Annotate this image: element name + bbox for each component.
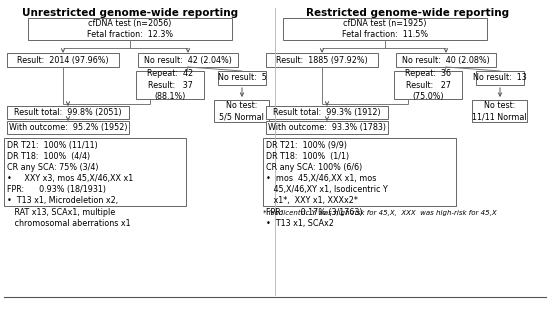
Text: cfDNA test (n=2056)
Fetal fraction:  12.3%: cfDNA test (n=2056) Fetal fraction: 12.3… xyxy=(87,19,173,39)
Text: No test:
11/11 Normal: No test: 11/11 Normal xyxy=(472,101,527,121)
Text: With outcome:  95.2% (1952): With outcome: 95.2% (1952) xyxy=(9,123,127,132)
Text: Result:  1885 (97.92%): Result: 1885 (97.92%) xyxy=(276,56,368,65)
Text: Result:  2014 (97.96%): Result: 2014 (97.96%) xyxy=(17,56,109,65)
Bar xyxy=(214,100,269,122)
Bar xyxy=(396,53,496,67)
Bar xyxy=(266,106,388,119)
Bar xyxy=(7,53,119,67)
Text: No result:  5: No result: 5 xyxy=(218,74,266,83)
Text: No result:  42 (2.04%): No result: 42 (2.04%) xyxy=(144,56,232,65)
Text: Result total:  99.8% (2051): Result total: 99.8% (2051) xyxy=(14,108,122,117)
Text: With outcome:  93.3% (1783): With outcome: 93.3% (1783) xyxy=(268,123,386,132)
Bar xyxy=(472,100,527,122)
Text: Result total:  99.3% (1912): Result total: 99.3% (1912) xyxy=(273,108,381,117)
Bar xyxy=(7,121,129,134)
Bar xyxy=(4,138,186,206)
Text: Repeat:  36
Result:   27
(75.0%): Repeat: 36 Result: 27 (75.0%) xyxy=(405,70,451,101)
Text: DR T21:  100% (9/9)
DR T18:  100%  (1/1)
CR any SCA: 100% (6/6)
•  mos  45,X/46,: DR T21: 100% (9/9) DR T18: 100% (1/1) CR… xyxy=(266,141,388,228)
Bar xyxy=(283,18,487,40)
Text: Unrestricted genome-wide reporting: Unrestricted genome-wide reporting xyxy=(22,8,238,18)
Text: Repeat:  42
Result:   37
(88.1%): Repeat: 42 Result: 37 (88.1%) xyxy=(147,70,193,101)
Text: cfDNA test (n=1925)
Fetal fraction:  11.5%: cfDNA test (n=1925) Fetal fraction: 11.5… xyxy=(342,19,428,39)
Bar xyxy=(263,138,456,206)
Bar xyxy=(218,71,266,85)
Bar xyxy=(136,71,204,99)
Text: No result:  40 (2.08%): No result: 40 (2.08%) xyxy=(402,56,490,65)
Bar xyxy=(266,121,388,134)
Bar xyxy=(138,53,238,67)
Bar xyxy=(28,18,232,40)
Bar xyxy=(394,71,462,99)
Text: * Isodicentric Y was high-risk for 45,X,  XXX  was high-risk for 45,X: * Isodicentric Y was high-risk for 45,X,… xyxy=(263,210,497,216)
Bar xyxy=(266,53,378,67)
Bar xyxy=(476,71,524,85)
Text: No result:  13: No result: 13 xyxy=(473,74,527,83)
Text: Restricted genome-wide reporting: Restricted genome-wide reporting xyxy=(306,8,509,18)
Text: No test:
5/5 Normal: No test: 5/5 Normal xyxy=(219,101,264,121)
Text: DR T21:  100% (11/11)
DR T18:  100%  (4/4)
CR any SCA: 75% (3/4)
•     XXY x3, m: DR T21: 100% (11/11) DR T18: 100% (4/4) … xyxy=(7,141,133,228)
Bar xyxy=(7,106,129,119)
